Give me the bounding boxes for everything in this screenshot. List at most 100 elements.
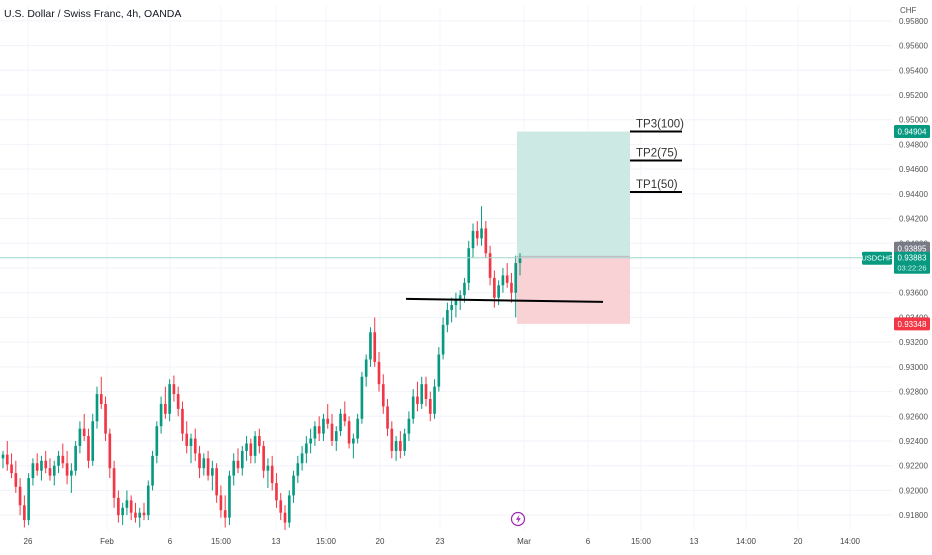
y-tick-label: 0.92400 — [899, 437, 928, 446]
candle-body — [240, 450, 244, 469]
candle-body — [454, 300, 458, 306]
symbol-tag: USDCHF — [861, 254, 893, 263]
y-tick-label: 0.94200 — [899, 215, 928, 224]
candle-body — [467, 248, 471, 283]
candle-body — [129, 500, 133, 513]
candle-body — [390, 428, 394, 451]
candle-body — [501, 275, 505, 286]
candle-body — [352, 438, 355, 444]
y-tick-label: 0.92000 — [899, 486, 928, 495]
candle-body — [78, 428, 82, 446]
take-profit-label: TP3(100) — [636, 119, 684, 131]
x-tick-label: Mar — [517, 537, 531, 546]
candle-body — [99, 394, 103, 404]
y-tick-label: 0.92800 — [899, 388, 928, 397]
candle-body — [369, 332, 372, 360]
candle-body — [142, 512, 146, 516]
candle-body — [27, 478, 30, 521]
candle-body — [475, 230, 479, 239]
target-price-badge: 0.94904 — [898, 128, 927, 137]
candle-body — [518, 258, 522, 264]
take-profit-label: TP2(75) — [636, 147, 678, 159]
candle-body — [488, 253, 492, 278]
candle-body — [381, 384, 385, 407]
candles — [1, 206, 522, 530]
y-tick-label: 0.94800 — [899, 140, 928, 149]
x-tick-label: 6 — [168, 537, 173, 546]
candle-body — [360, 376, 364, 419]
x-tick-label: Feb — [100, 537, 114, 546]
candle-body — [505, 275, 509, 283]
y-tick-label: 0.95000 — [899, 116, 928, 125]
candle-body — [253, 436, 257, 456]
y-tick-label: 0.94400 — [899, 190, 928, 199]
candle-body — [117, 497, 120, 516]
candle-body — [74, 445, 77, 471]
candle-body — [245, 443, 248, 451]
target-zone — [517, 131, 630, 257]
gridlines — [0, 6, 892, 530]
candle-body — [394, 441, 398, 451]
candle-body — [176, 394, 180, 409]
candle-body — [65, 463, 69, 476]
candle-body — [70, 470, 73, 476]
x-tick-label: 14:00 — [736, 537, 757, 546]
candle-body — [151, 455, 154, 486]
candle-body — [480, 228, 483, 239]
candle-body — [441, 324, 445, 355]
candle-body — [463, 282, 466, 296]
current-price-value: 0.93883 — [898, 254, 927, 263]
candle-body — [386, 406, 389, 429]
stop-price-badge-bg — [894, 317, 930, 331]
candle-body — [296, 463, 300, 476]
candle-body — [232, 460, 236, 476]
candle-body — [270, 465, 274, 484]
candle-body — [330, 423, 334, 442]
candle-body — [159, 403, 163, 427]
candle-body — [95, 394, 99, 422]
candle-body — [493, 277, 496, 298]
candle-body — [228, 475, 231, 518]
candle-body — [10, 464, 13, 474]
entry-price-badge-bg — [894, 241, 930, 255]
candle-body — [82, 428, 86, 437]
candle-body — [219, 495, 223, 511]
y-tick-label: 0.95200 — [899, 91, 928, 100]
candle-body — [57, 455, 60, 466]
candle-body — [275, 483, 278, 501]
y-tick-label: 0.92600 — [899, 412, 928, 421]
candle-body — [497, 285, 500, 298]
candle-body — [18, 486, 22, 506]
candle-body — [326, 418, 330, 424]
candle-body — [5, 454, 9, 465]
candle-body — [334, 431, 338, 442]
candle-body — [1, 454, 5, 459]
y-tick-label: 0.92200 — [899, 462, 928, 471]
candle-body — [181, 408, 184, 434]
candle-body — [407, 418, 411, 434]
candle-body — [223, 510, 227, 518]
x-axis: 26 Feb 6 15:00 13 15:00 20 23 Mar 6 15:00 13 14:00 20… — [24, 537, 861, 546]
y-tick-label: 0.95800 — [899, 17, 928, 26]
annotations: TP3(100) TP2(75) TP1(50) — [0, 119, 892, 527]
candle-body — [424, 384, 428, 399]
candle-body — [510, 282, 513, 293]
target-price-badge-bg — [894, 125, 930, 139]
y-tick-label: 0.94600 — [899, 165, 928, 174]
candle-body — [437, 354, 441, 387]
candle-body — [420, 384, 424, 404]
stop-price-badge: 0.93348 — [898, 320, 927, 329]
candle-body — [279, 500, 283, 513]
candle-body — [287, 495, 291, 523]
candle-body — [258, 436, 261, 446]
x-tick-label: 13 — [690, 537, 699, 546]
candle-body — [416, 396, 419, 404]
y-tick-label: 0.95400 — [899, 66, 928, 75]
candle-body — [484, 228, 488, 254]
x-tick-label: 20 — [376, 537, 385, 546]
candle-body — [23, 505, 26, 521]
candle-body — [377, 361, 381, 385]
candle-body — [14, 473, 18, 487]
